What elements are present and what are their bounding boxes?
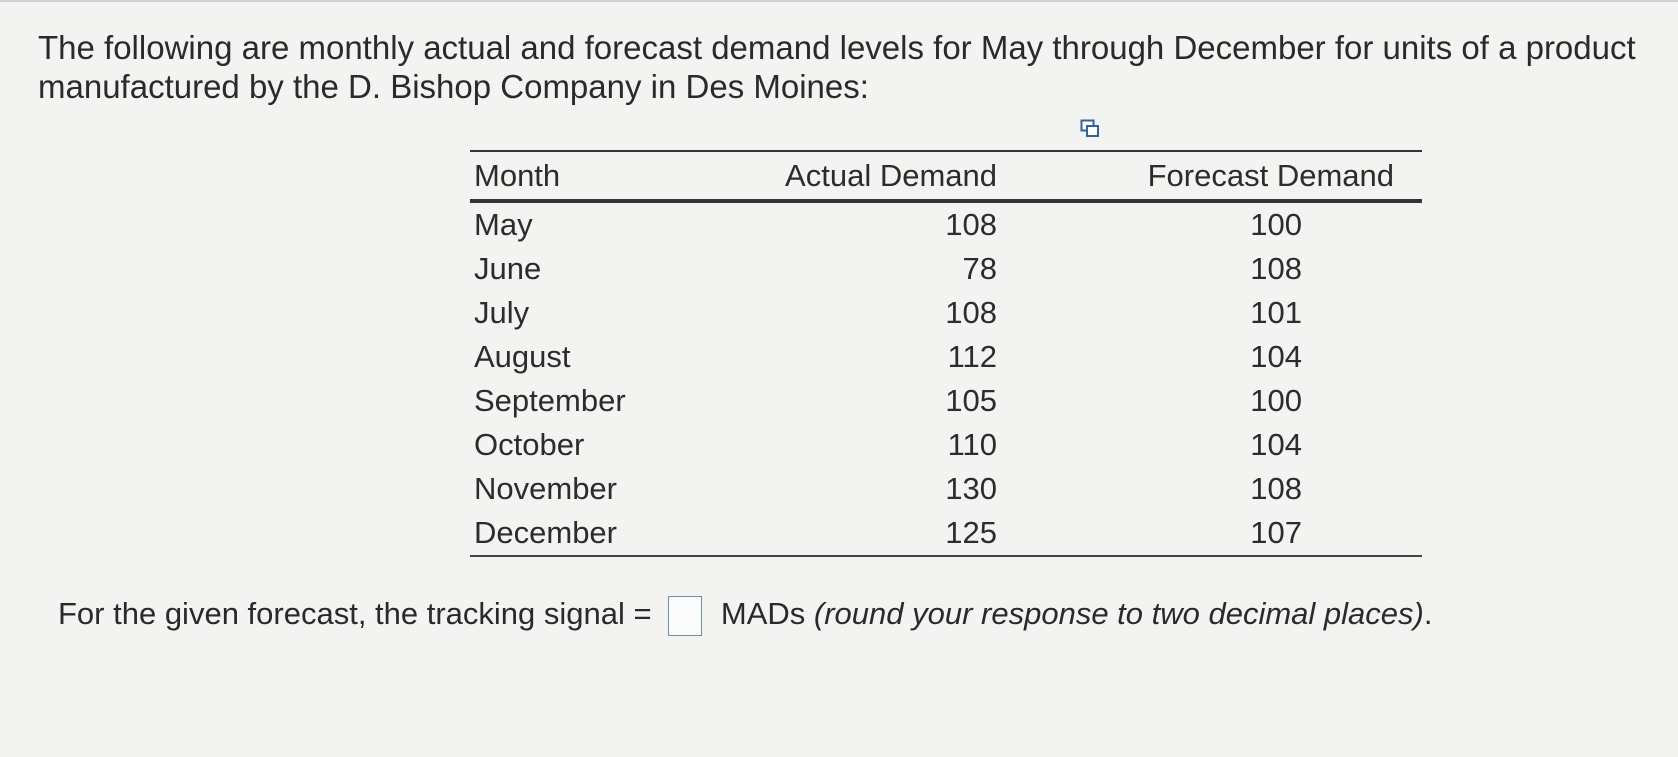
actual-demand-cell: 110: [947, 427, 997, 462]
column-header-month: Month: [470, 150, 724, 203]
month-cell: December: [470, 511, 724, 557]
month-cell: October: [474, 427, 585, 462]
forecast-demand-cell: 104: [1250, 427, 1302, 462]
actual-demand-cell: 105: [945, 383, 997, 418]
forecast-demand-cell: 100: [1250, 207, 1302, 242]
column-header-actual-demand: Actual Demand: [724, 150, 997, 203]
table-row: June 78 108: [470, 247, 1422, 291]
actual-demand-cell: 78: [962, 251, 997, 286]
table-row: July 108 101: [470, 291, 1422, 335]
question-prefix: For the given forecast, the tracking sig…: [58, 596, 652, 632]
question-unit: MADs: [720, 596, 806, 632]
actual-demand-cell: 125: [724, 511, 997, 557]
table-row: May 108 100: [470, 201, 1422, 247]
month-cell: June: [474, 251, 542, 286]
forecast-demand-cell: 100: [1250, 383, 1302, 418]
table-row: September 105 100: [470, 379, 1422, 423]
question-line: For the given forecast, the tracking sig…: [58, 596, 1432, 636]
actual-demand-cell: 112: [947, 339, 997, 374]
table-row: August 112 104: [470, 335, 1422, 379]
month-cell: May: [474, 207, 533, 242]
forecast-demand-cell: 107: [997, 511, 1422, 557]
column-header-forecast-demand: Forecast Demand: [997, 150, 1422, 203]
month-cell: August: [474, 339, 571, 374]
forecast-demand-cell: 108: [1250, 251, 1302, 286]
forecast-demand-cell: 101: [1250, 295, 1302, 330]
month-cell: November: [474, 471, 617, 506]
tracking-signal-answer-input[interactable]: [668, 596, 703, 636]
rounding-hint: (round your response to two decimal plac…: [813, 596, 1424, 632]
month-cell: July: [474, 295, 530, 330]
demand-table: Month Actual Demand Forecast Demand May …: [470, 150, 1422, 557]
copy-icon[interactable]: [1080, 119, 1100, 139]
question-end: .: [1423, 596, 1433, 632]
actual-demand-cell: 108: [945, 207, 997, 242]
month-cell: September: [474, 383, 626, 418]
table-row: December 125 107: [470, 511, 1422, 557]
actual-demand-cell: 130: [945, 471, 997, 506]
forecast-demand-cell: 108: [1250, 471, 1302, 506]
forecast-demand-cell: 104: [1250, 339, 1302, 374]
actual-demand-cell: 108: [945, 295, 997, 330]
top-divider: [0, 0, 1678, 2]
table-row: October 110 104: [470, 423, 1422, 467]
table-header-row: Month Actual Demand Forecast Demand: [470, 150, 1422, 203]
table-row: November 130 108: [470, 467, 1422, 511]
problem-statement: The following are monthly actual and for…: [38, 29, 1636, 105]
